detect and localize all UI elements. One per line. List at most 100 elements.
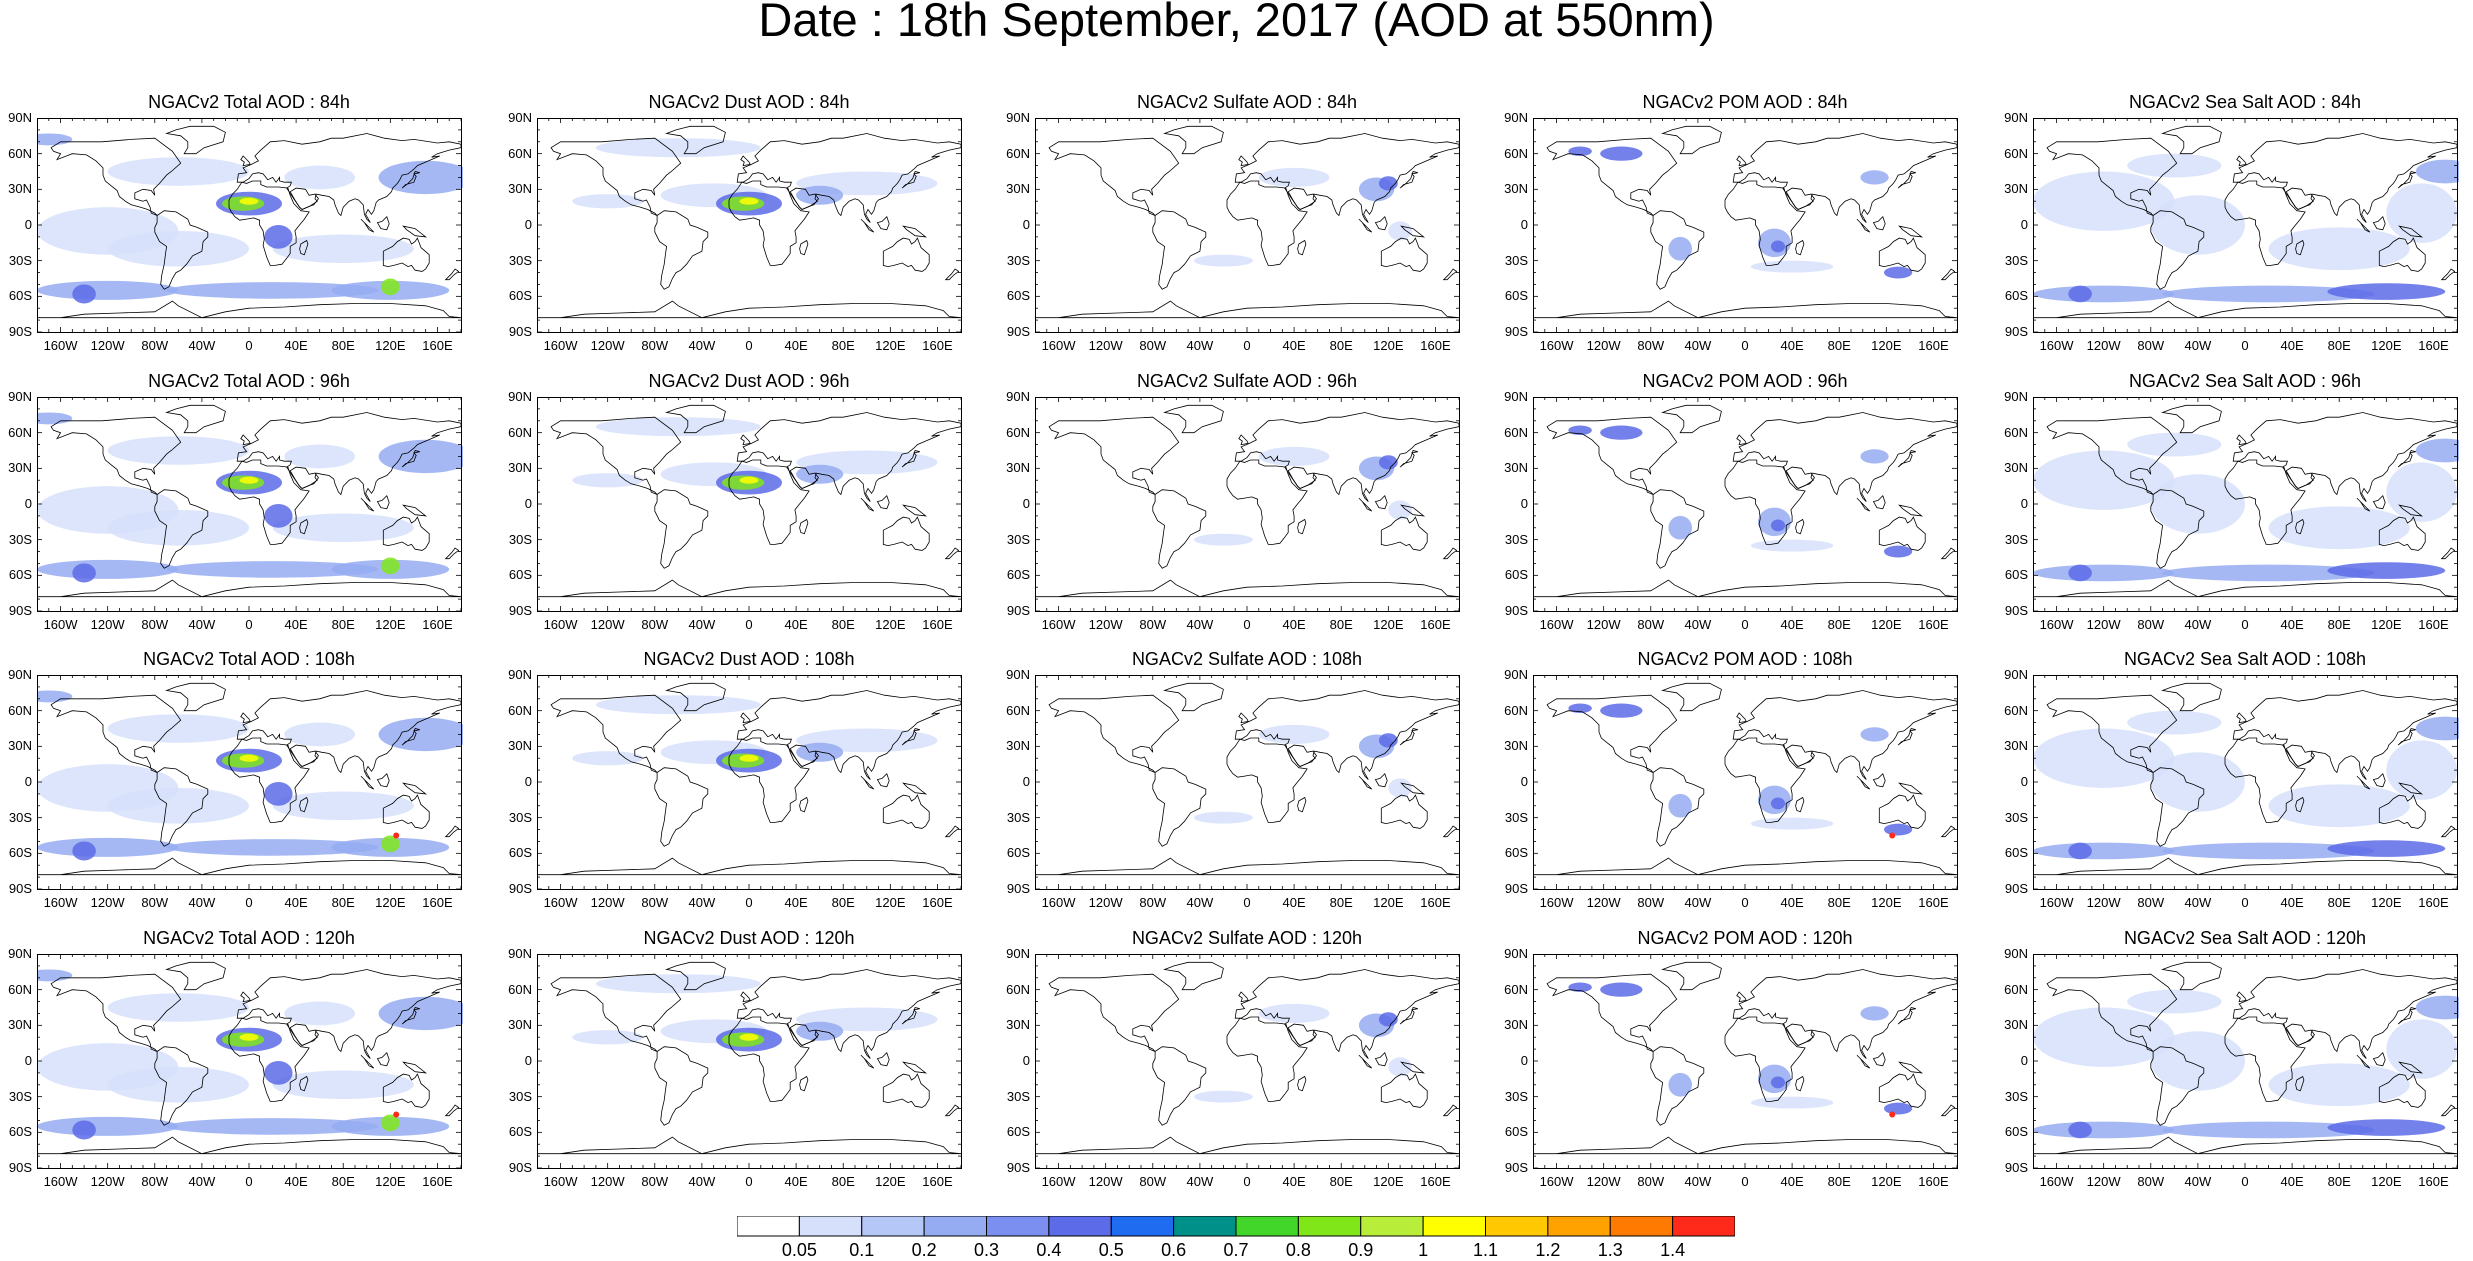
aod-field xyxy=(1860,727,1889,742)
lat-tick-label: 60S xyxy=(2004,567,2028,583)
lat-tick-label: 60N xyxy=(508,702,532,718)
aod-field xyxy=(2162,564,2375,582)
lon-tick-label: 80E xyxy=(331,895,355,910)
coastline xyxy=(1358,497,1373,512)
lat-tick-label: 30S xyxy=(8,252,32,268)
coastline xyxy=(1650,210,1705,290)
lon-tick-label: 40E xyxy=(1282,338,1306,353)
panel-title: NGACv2 Dust AOD : 84h xyxy=(648,92,850,112)
lon-tick-label: 40E xyxy=(1282,617,1306,632)
lat-tick-label: 60N xyxy=(1006,145,1030,161)
map-plot xyxy=(37,118,463,333)
lon-tick-label: 0 xyxy=(2241,1174,2249,1189)
lat-tick-label: 30N xyxy=(8,181,32,197)
coastline xyxy=(360,497,375,512)
panel-title: NGACv2 Sulfate AOD : 120h xyxy=(1131,928,1363,948)
lon-tick-label: 120E xyxy=(375,1174,406,1189)
coastline xyxy=(2232,969,2458,1059)
coastline xyxy=(740,434,751,446)
lon-tick-label: 160W xyxy=(43,617,78,632)
map-frame xyxy=(1035,118,1460,333)
lat-tick-label: 90S xyxy=(1006,324,1030,339)
aod-field xyxy=(72,841,96,861)
aod-field xyxy=(2268,1063,2410,1107)
lon-tick-label: 120W xyxy=(2086,617,2121,632)
aod-field xyxy=(272,791,414,821)
lat-tick-label: 30S xyxy=(8,531,32,547)
aod-field xyxy=(572,751,643,766)
map-panel-pom-108h: NGACv2 POM AOD : 108h 90N 60N 30N 0 30S 60S 90S… xyxy=(1496,645,1991,925)
aod-field xyxy=(2386,1019,2457,1079)
aod-field xyxy=(264,225,293,249)
lat-tick-label: 60N xyxy=(1006,981,1030,997)
lon-tick-label: 0 xyxy=(2241,338,2249,353)
coastline xyxy=(550,694,682,773)
coastline xyxy=(740,712,751,724)
aod-field xyxy=(1668,515,1692,540)
lon-tick-label: 80E xyxy=(1827,1174,1851,1189)
coastline xyxy=(165,404,226,434)
aod-field xyxy=(2033,285,2175,303)
coastline xyxy=(2295,239,2305,256)
lon-tick-label: 120W xyxy=(1586,617,1621,632)
lat-tick-label: 0 xyxy=(2020,217,2028,232)
coastline xyxy=(1661,404,1722,434)
aod-field xyxy=(166,1118,379,1135)
aod-field xyxy=(595,695,761,715)
colorbar-tick-label: 0.7 xyxy=(1223,1240,1249,1260)
lat-tick-label: 90S xyxy=(1504,603,1528,618)
coastline xyxy=(2356,775,2371,790)
coastline xyxy=(402,504,428,517)
coastline xyxy=(1226,180,1308,266)
aod-field xyxy=(37,1116,179,1136)
lat-tick-label: 0 xyxy=(2020,774,2028,789)
aod-field xyxy=(1883,545,1913,558)
lon-tick-label: 160E xyxy=(422,338,453,353)
coastline xyxy=(444,1104,460,1117)
coastline xyxy=(382,794,430,829)
lat-tick-label: 0 xyxy=(1022,217,1030,232)
coastline xyxy=(37,579,462,598)
lat-tick-label: 30N xyxy=(1504,1017,1528,1033)
aod-hotspot xyxy=(1889,1111,1896,1118)
aod-field xyxy=(37,412,73,425)
coastline xyxy=(2295,518,2305,535)
aod-field xyxy=(1668,1072,1692,1097)
coastline xyxy=(2161,682,2222,712)
lat-tick-label: 60N xyxy=(1504,702,1528,718)
lat-tick-label: 0 xyxy=(1520,1053,1528,1068)
lon-tick-label: 160W xyxy=(43,1174,78,1189)
coastline xyxy=(1795,1075,1805,1092)
lon-tick-label: 80E xyxy=(1827,338,1851,353)
colorbar-segment xyxy=(1235,1216,1299,1237)
lon-tick-label: 40W xyxy=(688,1174,716,1189)
lon-tick-label: 160W xyxy=(1539,895,1574,910)
aod-field xyxy=(2415,438,2459,463)
aod-field xyxy=(2068,1121,2092,1139)
aod-field xyxy=(1883,823,1913,836)
lon-tick-label: 80E xyxy=(831,338,855,353)
coastline xyxy=(1374,772,1388,788)
coastline xyxy=(736,133,962,223)
colorbar-tick-label: 0.6 xyxy=(1161,1240,1187,1260)
lon-tick-label: 120E xyxy=(1373,895,1404,910)
coastline xyxy=(1152,489,1207,569)
coastline xyxy=(2285,466,2316,489)
aod-field xyxy=(37,559,179,579)
lat-tick-label: 90N xyxy=(2004,667,2028,682)
aod-field xyxy=(1378,1012,1398,1027)
coastline xyxy=(382,1073,430,1108)
coastline xyxy=(401,1007,420,1025)
aod-field xyxy=(2327,283,2446,300)
coastline xyxy=(289,466,320,489)
coastline xyxy=(401,450,420,468)
map-panel-seasalt-120h: NGACv2 Sea Salt AOD : 120h 90N 60N 30N 0 30S 6… xyxy=(1996,924,2473,1204)
coastline xyxy=(550,137,682,216)
lon-tick-label: 80W xyxy=(1139,1174,1167,1189)
lon-tick-label: 120E xyxy=(1871,338,1902,353)
colorbar-segment xyxy=(861,1216,925,1237)
lat-tick-label: 90S xyxy=(1504,881,1528,896)
lon-tick-label: 40W xyxy=(2184,895,2212,910)
lat-tick-label: 30N xyxy=(2004,181,2028,197)
aod-field xyxy=(380,835,400,853)
